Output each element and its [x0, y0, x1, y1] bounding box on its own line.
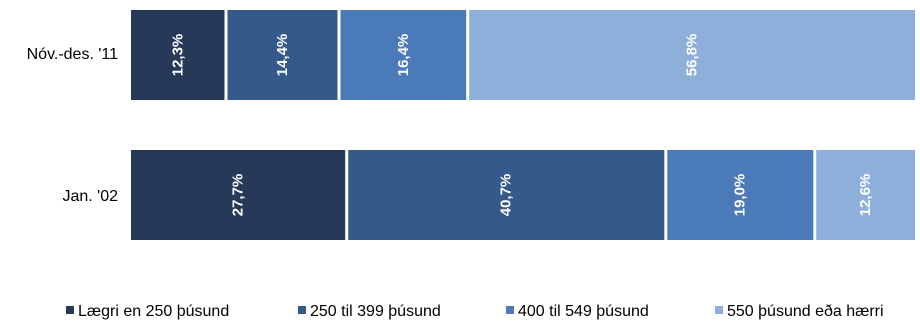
bar-segment-0-0: [131, 10, 225, 100]
data-label-1-0: 27,7%: [230, 174, 247, 217]
legend-item-0: Lægri en 250 þúsund: [66, 303, 229, 320]
legend-swatch-1: [298, 306, 306, 314]
legend-swatch-0: [66, 306, 74, 314]
bar-segment-0-1: [227, 10, 338, 100]
legend-swatch-3: [715, 306, 723, 314]
data-label-1-3: 12,6%: [857, 174, 874, 217]
legend-label-2: 400 til 549 þúsund: [518, 303, 649, 320]
bar-segment-1-1: [348, 150, 665, 240]
legend: Lægri en 250 þúsund 250 til 399 þúsund 4…: [66, 303, 884, 320]
data-label-0-3: 56,8%: [684, 34, 701, 77]
legend-label-3: 550 þúsund eða hærri: [727, 303, 884, 320]
legend-item-1: 250 til 399 þúsund: [298, 303, 441, 320]
data-label-1-2: 19,0%: [732, 174, 749, 217]
category-label-0: Nóv.-des. '11: [27, 46, 118, 63]
bar-segment-1-3: [816, 150, 915, 240]
legend-item-3: 550 þúsund eða hærri: [715, 303, 884, 320]
data-label-0-1: 14,4%: [274, 34, 291, 77]
bars-group: [131, 10, 915, 240]
data-label-1-1: 40,7%: [498, 174, 515, 217]
bar-segment-1-0: [131, 150, 346, 240]
data-label-0-2: 16,4%: [395, 34, 412, 77]
category-label-1: Jan. '02: [62, 188, 118, 205]
legend-swatch-2: [506, 306, 514, 314]
legend-item-2: 400 til 549 þúsund: [506, 303, 649, 320]
legend-label-1: 250 til 399 þúsund: [310, 303, 441, 320]
segment-labels-group: 12,3% 14,4% 16,4% 56,8% 27,7% 40,7% 19,0% 12,6%: [169, 34, 874, 217]
bar-segment-1-2: [667, 150, 814, 240]
bar-segment-0-3: [469, 10, 915, 100]
data-label-0-0: 12,3%: [169, 34, 186, 77]
bar-segment-0-2: [340, 10, 467, 100]
legend-label-0: Lægri en 250 þúsund: [78, 303, 229, 320]
